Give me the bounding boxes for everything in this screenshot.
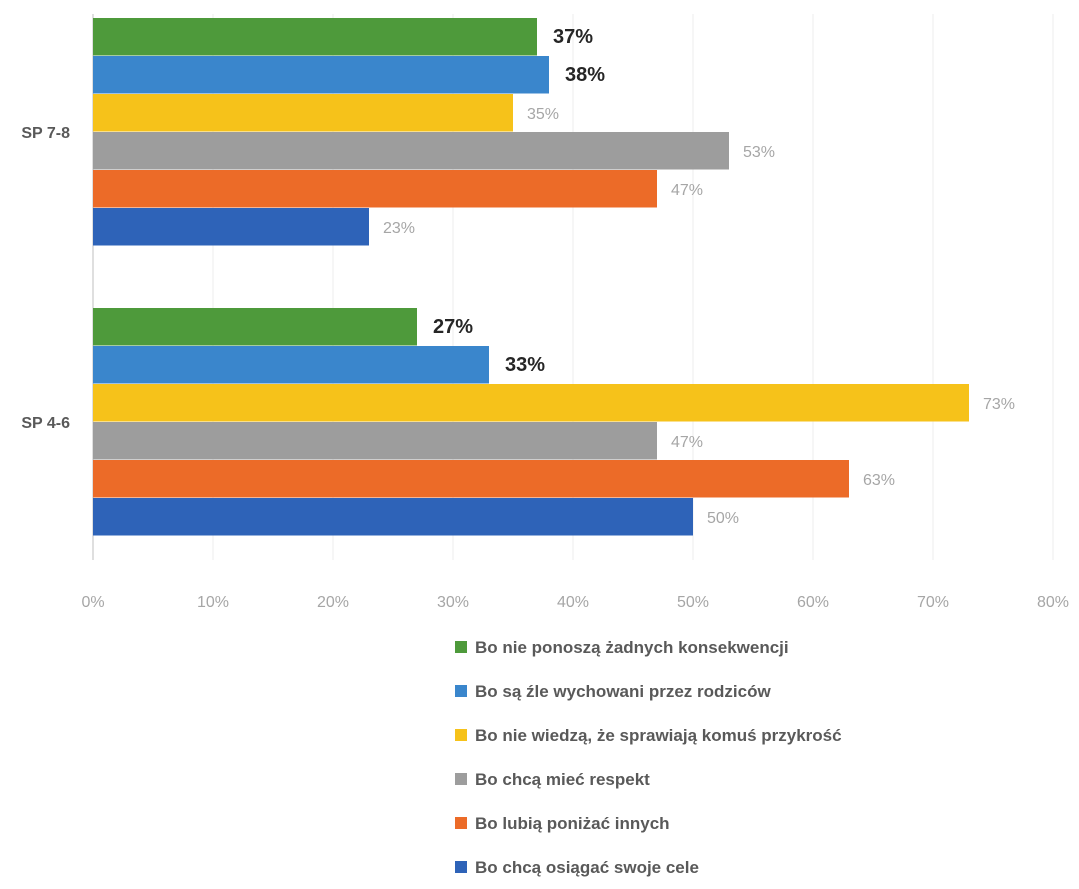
x-tick-label: 10% (197, 594, 229, 611)
x-tick-label: 60% (797, 594, 829, 611)
category-label: SP 4-6 (21, 415, 70, 432)
bar-value-label: 53% (743, 144, 775, 161)
bar (93, 132, 729, 170)
bar-value-label: 50% (707, 510, 739, 527)
bar-value-label: 38% (565, 64, 605, 86)
x-axis-ticks: 0% 10% 20% 30% 40% 50% 60% 70% 80% (81, 594, 1069, 611)
x-tick-label: 0% (81, 594, 104, 611)
bar (93, 346, 489, 384)
bar-value-label: 37% (553, 26, 593, 48)
x-tick-label: 70% (917, 594, 949, 611)
legend-swatch (455, 817, 467, 829)
legend-entry: Bo lubią poniżać innych (475, 814, 670, 833)
legend-entry: Bo nie wiedzą, że sprawiają komuś przykr… (475, 726, 842, 745)
category-label: SP 7-8 (21, 125, 70, 142)
legend: Bo nie ponoszą żadnych konsekwencji Bo są… (455, 638, 842, 877)
x-tick-label: 20% (317, 594, 349, 611)
bar-value-label: 35% (527, 106, 559, 123)
bar-value-label: 73% (983, 396, 1015, 413)
bars (93, 18, 969, 536)
bar-value-label: 47% (671, 434, 703, 451)
x-tick-label: 40% (557, 594, 589, 611)
legend-entry: Bo chcą mieć respekt (475, 770, 650, 789)
legend-swatch (455, 861, 467, 873)
bar (93, 94, 513, 132)
bar-value-label: 33% (505, 354, 545, 376)
legend-entry: Bo są źle wychowani przez rodziców (475, 682, 771, 701)
bar (93, 498, 693, 536)
x-tick-label: 80% (1037, 594, 1069, 611)
bar (93, 56, 549, 94)
legend-entry: Bo chcą osiągać swoje cele (475, 858, 699, 877)
bar (93, 460, 849, 498)
category-labels: SP 7-8 SP 4-6 (21, 125, 70, 432)
x-tick-label: 30% (437, 594, 469, 611)
legend-swatch (455, 641, 467, 653)
legend-swatch (455, 685, 467, 697)
bar-value-label: 63% (863, 472, 895, 489)
value-labels: 37% 38% 35% 53% 47% 23% 27% 33% 73% 47% 63% 50% (383, 26, 1015, 527)
legend-entry: Bo nie ponoszą żadnych konsekwencji (475, 638, 789, 657)
bar (93, 422, 657, 460)
bar (93, 18, 537, 56)
bar (93, 208, 369, 246)
x-tick-label: 50% (677, 594, 709, 611)
bar (93, 308, 417, 346)
legend-swatch (455, 729, 467, 741)
bar-value-label: 23% (383, 220, 415, 237)
bar (93, 170, 657, 208)
bar (93, 384, 969, 422)
bar-value-label: 47% (671, 182, 703, 199)
bar-value-label: 27% (433, 316, 473, 338)
legend-swatch (455, 773, 467, 785)
